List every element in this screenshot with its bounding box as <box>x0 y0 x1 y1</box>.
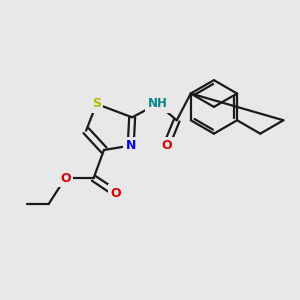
Text: NH: NH <box>148 98 167 110</box>
Text: O: O <box>161 139 172 152</box>
Text: O: O <box>60 172 70 185</box>
Text: S: S <box>92 98 101 110</box>
Text: N: N <box>125 139 136 152</box>
Text: O: O <box>110 187 121 200</box>
